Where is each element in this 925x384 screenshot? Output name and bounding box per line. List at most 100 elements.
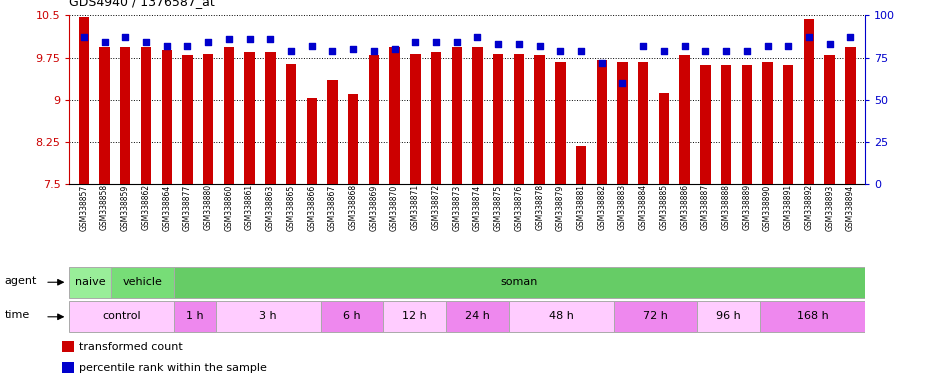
Bar xyxy=(141,48,151,184)
Text: GSM338892: GSM338892 xyxy=(805,184,813,230)
Bar xyxy=(697,301,760,332)
Point xyxy=(491,41,506,47)
Text: 3 h: 3 h xyxy=(259,311,277,321)
Bar xyxy=(721,65,732,184)
Text: 168 h: 168 h xyxy=(796,311,829,321)
Bar xyxy=(513,54,524,184)
Text: GSM338889: GSM338889 xyxy=(742,184,751,230)
Text: GSM338881: GSM338881 xyxy=(576,184,586,230)
Text: GSM338888: GSM338888 xyxy=(722,184,731,230)
Text: GSM338891: GSM338891 xyxy=(783,184,793,230)
Text: GSM338875: GSM338875 xyxy=(494,184,502,230)
Bar xyxy=(680,55,690,184)
Bar xyxy=(845,48,856,184)
Text: 12 h: 12 h xyxy=(402,311,427,321)
Text: agent: agent xyxy=(5,275,37,286)
Point xyxy=(159,43,174,49)
Text: GSM338863: GSM338863 xyxy=(265,184,275,230)
Text: GSM338858: GSM338858 xyxy=(100,184,109,230)
Point xyxy=(760,43,775,49)
Text: 1 h: 1 h xyxy=(186,311,204,321)
Point xyxy=(739,48,754,54)
Bar xyxy=(638,61,648,184)
Bar xyxy=(613,301,697,332)
Point xyxy=(304,43,319,49)
Text: time: time xyxy=(5,310,30,320)
Text: GSM338885: GSM338885 xyxy=(660,184,669,230)
Point xyxy=(201,39,216,45)
Bar xyxy=(824,55,835,184)
Text: GSM338865: GSM338865 xyxy=(287,184,296,230)
Text: 6 h: 6 h xyxy=(343,311,361,321)
Point xyxy=(388,46,402,52)
Bar xyxy=(597,60,607,184)
Bar xyxy=(446,301,509,332)
Bar xyxy=(473,48,483,184)
Text: percentile rank within the sample: percentile rank within the sample xyxy=(79,363,266,373)
Point xyxy=(408,39,423,45)
Text: GSM338871: GSM338871 xyxy=(411,184,420,230)
Point xyxy=(470,34,485,40)
Point xyxy=(553,48,568,54)
Bar xyxy=(182,55,192,184)
Bar xyxy=(306,98,317,184)
Point xyxy=(325,48,339,54)
Text: GSM338886: GSM338886 xyxy=(680,184,689,230)
Bar xyxy=(111,267,174,298)
Point xyxy=(677,43,692,49)
Point xyxy=(450,39,464,45)
Text: GSM338894: GSM338894 xyxy=(845,184,855,230)
Bar xyxy=(410,54,421,184)
Text: GSM338870: GSM338870 xyxy=(390,184,399,230)
Bar xyxy=(174,301,216,332)
Point xyxy=(843,34,857,40)
Text: GSM338862: GSM338862 xyxy=(142,184,151,230)
Text: GSM338867: GSM338867 xyxy=(328,184,337,230)
Bar xyxy=(451,48,462,184)
Bar xyxy=(79,17,89,184)
Point xyxy=(574,48,588,54)
Text: 24 h: 24 h xyxy=(465,311,490,321)
Text: vehicle: vehicle xyxy=(123,276,163,286)
Point xyxy=(242,36,257,42)
Point xyxy=(635,43,650,49)
Point xyxy=(117,34,132,40)
Text: GSM338859: GSM338859 xyxy=(121,184,130,230)
Bar xyxy=(659,93,669,184)
Text: 48 h: 48 h xyxy=(549,311,574,321)
Bar xyxy=(244,52,254,184)
Point xyxy=(512,41,526,47)
Point xyxy=(180,43,195,49)
Bar xyxy=(162,50,172,184)
Bar xyxy=(265,52,276,184)
Bar xyxy=(389,48,400,184)
Bar xyxy=(742,65,752,184)
Bar xyxy=(63,362,74,373)
Text: control: control xyxy=(103,311,141,321)
Bar xyxy=(804,19,814,184)
Text: GSM338893: GSM338893 xyxy=(825,184,834,230)
Bar xyxy=(216,301,321,332)
Bar xyxy=(327,80,338,184)
Text: GSM338861: GSM338861 xyxy=(245,184,254,230)
Bar xyxy=(700,65,710,184)
Point xyxy=(532,43,547,49)
Text: GSM338866: GSM338866 xyxy=(307,184,316,230)
Bar xyxy=(555,61,565,184)
Text: GSM338882: GSM338882 xyxy=(598,184,606,230)
Point xyxy=(284,48,299,54)
Bar xyxy=(174,267,865,298)
Text: GSM338876: GSM338876 xyxy=(514,184,524,230)
Text: GSM338874: GSM338874 xyxy=(473,184,482,230)
Text: GSM338868: GSM338868 xyxy=(349,184,358,230)
Text: soman: soman xyxy=(500,276,538,286)
Text: GSM338877: GSM338877 xyxy=(183,184,192,230)
Bar xyxy=(783,65,794,184)
Point xyxy=(263,36,278,42)
Text: GDS4940 / 1376587_at: GDS4940 / 1376587_at xyxy=(69,0,216,8)
Text: GSM338878: GSM338878 xyxy=(536,184,544,230)
Bar xyxy=(321,301,383,332)
Bar xyxy=(383,301,446,332)
Bar xyxy=(203,54,214,184)
Point xyxy=(615,80,630,86)
